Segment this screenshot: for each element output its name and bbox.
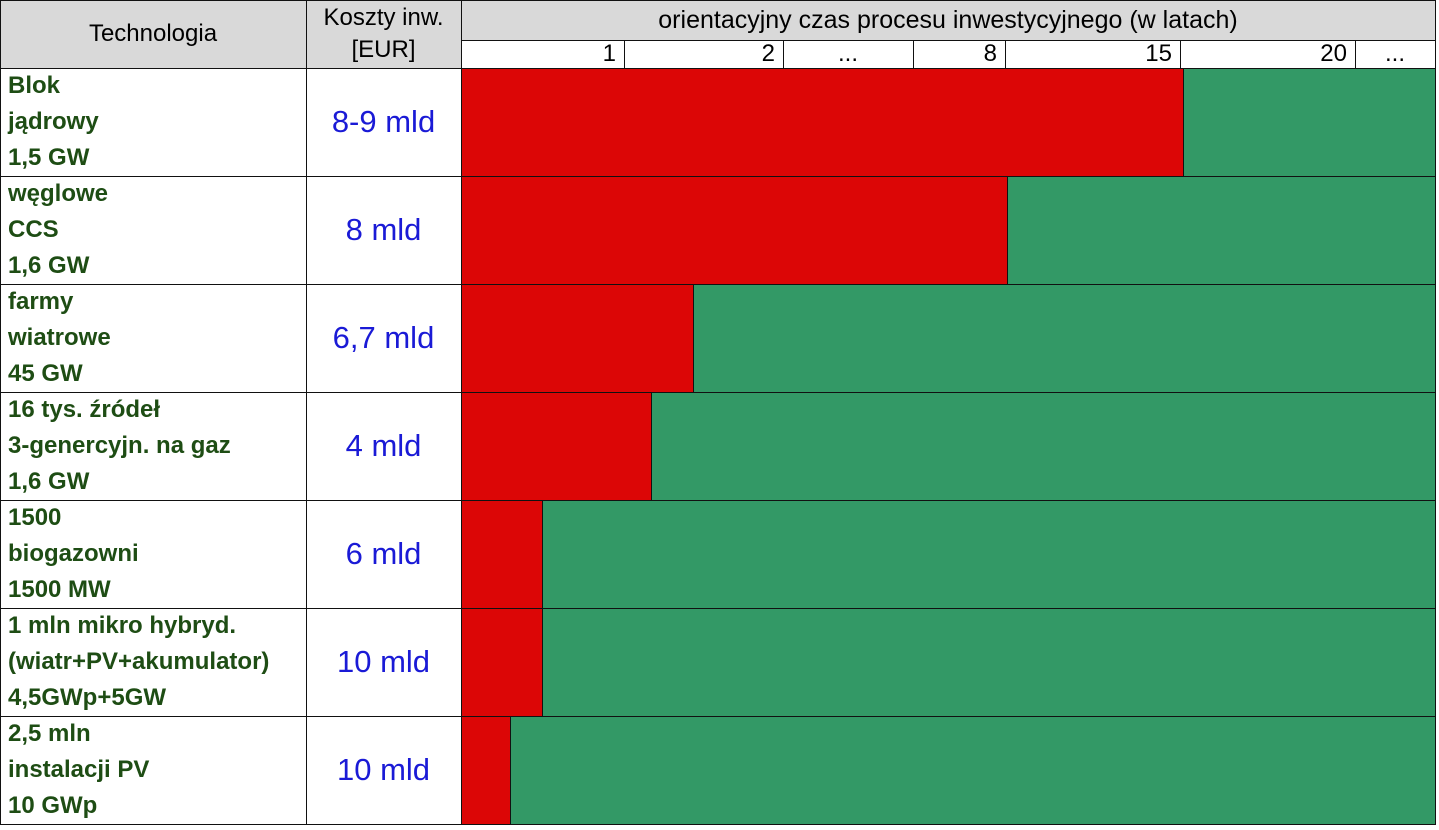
grid-line <box>0 68 1436 69</box>
bar-operation-phase <box>651 392 1435 500</box>
technology-label-line: 1500 MW <box>8 576 111 603</box>
technology-label-line: 1,5 GW <box>8 144 90 171</box>
axis-tick-label: 2 <box>761 40 775 67</box>
grid-line <box>0 608 1436 609</box>
tick-divider <box>624 40 625 68</box>
bar-separator <box>542 500 543 608</box>
bar-operation-phase <box>1183 68 1435 176</box>
axis-tick-label: 1 <box>602 40 616 67</box>
tick-divider <box>1355 40 1356 68</box>
bar-separator <box>510 716 511 824</box>
tick-divider <box>1005 40 1006 68</box>
bar-separator <box>542 608 543 716</box>
cost-cell: 4 mld <box>306 392 461 500</box>
technology-label-line: 1 mln mikro hybryd. <box>8 612 237 639</box>
bar-investment-phase <box>461 608 542 716</box>
cost-cell: 8 mld <box>306 176 461 284</box>
technology-label-line: 2,5 mln <box>8 720 91 747</box>
time-ticks-row <box>461 40 1435 68</box>
bar-operation-phase <box>542 608 1435 716</box>
axis-tick-label: 15 <box>1145 40 1172 67</box>
technology-label-line: 1500 <box>8 504 62 531</box>
technology-label-line: 45 GW <box>8 360 83 387</box>
bar-investment-phase <box>461 716 510 824</box>
grid-line <box>0 824 1436 825</box>
axis-tick-label: ... <box>1384 40 1405 67</box>
axis-tick-label: 8 <box>983 40 997 67</box>
technology-label-line: (wiatr+PV+akumulator) <box>8 648 270 675</box>
technology-label-line: 4,5GWp+5GW <box>8 684 167 711</box>
bar-separator <box>651 392 652 500</box>
grid-line <box>0 500 1436 501</box>
header-cost: Koszty inw. [EUR] <box>306 0 461 68</box>
cost-cell: 8-9 mld <box>306 68 461 176</box>
bar-investment-phase <box>461 68 1183 176</box>
cost-cell: 10 mld <box>306 716 461 824</box>
grid-line <box>0 716 1436 717</box>
tick-divider <box>913 40 914 68</box>
header-cost-line1: Koszty inw. <box>323 4 444 31</box>
bar-separator <box>1183 68 1184 176</box>
grid-line <box>461 0 462 825</box>
technology-cell: farmy wiatrowe 45 GW <box>0 284 306 392</box>
bar-investment-phase <box>461 500 542 608</box>
technology-label-line: jądrowy <box>8 108 99 135</box>
technology-cell: 1 mln mikro hybryd. (wiatr+PV+akumulator)… <box>0 608 306 716</box>
cost-cell: 6 mld <box>306 500 461 608</box>
technology-label-line: biogazowni <box>8 540 139 567</box>
bar-investment-phase <box>461 392 651 500</box>
technology-cell: Blok jądrowy 1,5 GW <box>0 68 306 176</box>
bar-operation-phase <box>1007 176 1435 284</box>
grid-line <box>1435 0 1436 825</box>
bar-separator <box>1007 176 1008 284</box>
technology-cell: 2,5 mln instalacji PV 10 GWp <box>0 716 306 824</box>
grid-line <box>461 40 1436 41</box>
cost-cell: 10 mld <box>306 608 461 716</box>
grid-line <box>0 284 1436 285</box>
technology-label-line: wiatrowe <box>8 324 111 351</box>
technology-label-line: CCS <box>8 216 59 243</box>
technology-label-line: instalacji PV <box>8 756 150 783</box>
header-time-title: orientacyjny czas procesu inwestycyjnego… <box>461 0 1435 40</box>
axis-tick-label: ... <box>837 40 858 67</box>
technology-cell: 1500 biogazowni 1500 MW <box>0 500 306 608</box>
grid-line <box>0 392 1436 393</box>
grid-line <box>0 0 1 825</box>
technology-label-line: węglowe <box>8 180 109 207</box>
bar-operation-phase <box>693 284 1435 392</box>
tick-divider <box>1180 40 1181 68</box>
technology-label-line: 1,6 GW <box>8 468 90 495</box>
bar-investment-phase <box>461 284 693 392</box>
technology-cell: węglowe CCS 1,6 GW <box>0 176 306 284</box>
axis-tick-label: 20 <box>1320 40 1347 67</box>
technology-cell: 16 tys. źródeł 3-genercyjn. na gaz 1,6 GW <box>0 392 306 500</box>
bar-investment-phase <box>461 176 1007 284</box>
technology-label-line: farmy <box>8 288 74 315</box>
technology-label-line: 3-genercyjn. na gaz <box>8 432 231 459</box>
grid-line <box>306 0 307 825</box>
bar-operation-phase <box>510 716 1435 824</box>
technology-label-line: 16 tys. źródeł <box>8 396 161 423</box>
header-cost-line2: [EUR] <box>351 36 416 63</box>
grid-line <box>0 176 1436 177</box>
header-technology: Technologia <box>0 0 306 68</box>
technology-label-line: 10 GWp <box>8 792 98 819</box>
grid-line <box>0 0 1436 1</box>
tick-divider <box>783 40 784 68</box>
cost-cell: 6,7 mld <box>306 284 461 392</box>
bar-operation-phase <box>542 500 1435 608</box>
technology-label-line: Blok <box>8 72 61 99</box>
bar-separator <box>693 284 694 392</box>
technology-label-line: 1,6 GW <box>8 252 90 279</box>
